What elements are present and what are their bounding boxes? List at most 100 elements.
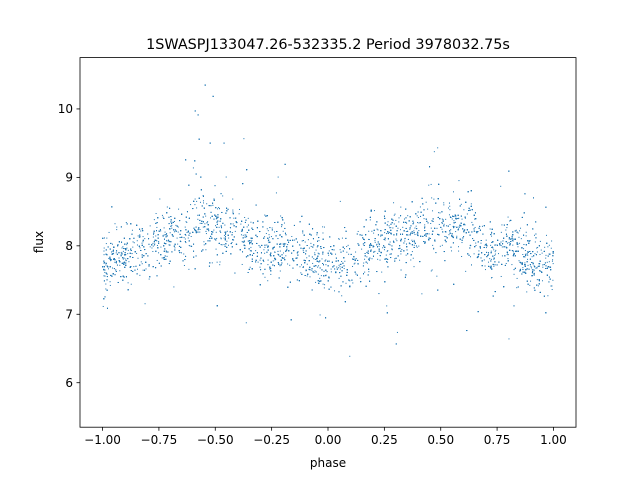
data-point	[548, 253, 550, 255]
data-point	[202, 226, 204, 228]
data-point	[406, 222, 408, 224]
data-point	[533, 270, 535, 272]
data-point	[139, 274, 141, 276]
data-point	[491, 277, 493, 279]
data-point	[370, 249, 372, 251]
data-point	[533, 269, 535, 271]
data-point	[197, 218, 199, 220]
data-point	[241, 263, 243, 265]
data-point	[506, 227, 508, 229]
data-point	[216, 237, 218, 239]
data-point	[141, 242, 143, 244]
data-point	[259, 259, 261, 261]
data-point	[208, 265, 210, 267]
data-point	[123, 237, 125, 239]
data-point	[443, 223, 445, 225]
data-point	[319, 314, 321, 316]
data-point	[527, 254, 529, 256]
data-point	[186, 211, 188, 213]
data-point	[413, 239, 415, 241]
data-point	[284, 259, 286, 261]
data-point	[332, 266, 334, 268]
data-point	[489, 258, 491, 260]
data-point	[188, 244, 190, 246]
data-point	[256, 236, 258, 238]
data-point	[199, 228, 201, 230]
data-point	[164, 231, 166, 233]
data-point	[283, 242, 285, 244]
data-point	[394, 213, 396, 215]
data-point	[232, 198, 234, 200]
data-point	[369, 219, 371, 221]
data-point	[470, 256, 472, 258]
data-point	[373, 232, 375, 234]
data-point	[227, 244, 229, 246]
data-point	[343, 248, 345, 250]
data-point	[490, 258, 492, 260]
data-point	[328, 254, 330, 256]
data-point	[545, 254, 547, 256]
data-point	[389, 253, 391, 255]
data-point	[494, 264, 496, 266]
data-point	[244, 245, 246, 247]
data-point	[267, 240, 269, 242]
data-point	[119, 264, 121, 266]
data-point	[396, 230, 398, 232]
data-point	[434, 240, 436, 242]
data-point	[112, 267, 113, 269]
data-point	[475, 244, 477, 246]
data-point	[116, 226, 118, 228]
data-point	[430, 183, 432, 185]
data-point	[378, 243, 380, 245]
data-point	[267, 264, 269, 266]
data-point	[378, 243, 380, 245]
data-point	[389, 241, 391, 243]
data-point	[325, 259, 327, 261]
data-point	[400, 253, 402, 255]
data-point	[372, 245, 374, 247]
data-point	[488, 254, 490, 256]
data-point	[398, 248, 400, 250]
data-point	[312, 262, 314, 264]
data-point	[391, 249, 393, 251]
data-point	[433, 247, 435, 249]
data-point	[289, 239, 291, 241]
data-point	[491, 231, 493, 233]
data-point	[551, 260, 553, 262]
data-point	[204, 226, 206, 228]
data-point	[283, 252, 285, 254]
data-point	[185, 242, 187, 244]
data-point	[450, 229, 452, 231]
data-point	[330, 271, 332, 273]
data-point	[279, 255, 281, 257]
data-point	[507, 254, 509, 256]
data-point	[223, 237, 225, 239]
data-point	[223, 234, 225, 236]
data-point	[474, 226, 476, 228]
data-point	[199, 201, 201, 203]
data-point	[192, 167, 194, 169]
data-point	[539, 240, 541, 242]
data-point	[176, 237, 178, 239]
data-point	[451, 218, 453, 220]
data-point	[268, 234, 270, 236]
data-point	[221, 227, 223, 229]
data-point	[374, 240, 376, 242]
data-point	[208, 230, 210, 232]
data-point	[398, 217, 400, 219]
data-point	[444, 235, 446, 237]
data-point	[223, 244, 225, 246]
data-point	[379, 259, 381, 261]
data-point	[389, 227, 391, 229]
data-point	[292, 259, 294, 261]
data-point	[400, 233, 402, 235]
data-point	[409, 228, 411, 230]
data-point	[121, 253, 123, 255]
data-point	[465, 232, 467, 234]
data-point	[196, 200, 198, 202]
data-point	[121, 251, 123, 253]
data-point	[392, 219, 394, 221]
data-point	[130, 250, 132, 251]
data-point	[528, 268, 530, 270]
